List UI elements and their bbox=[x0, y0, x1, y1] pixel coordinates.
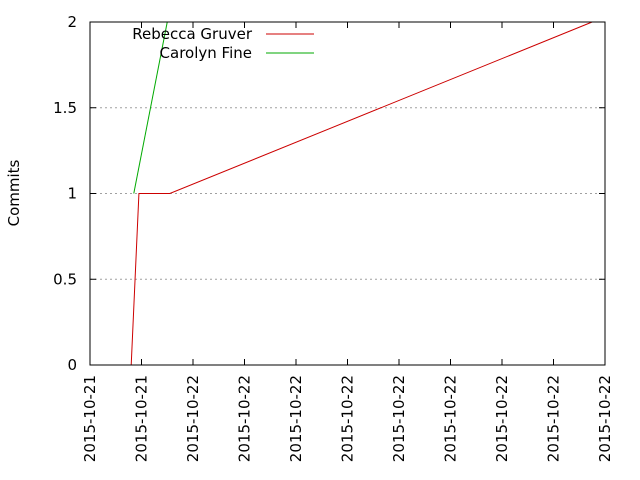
x-tick-label: 2015-10-22 bbox=[184, 375, 202, 462]
series-lines bbox=[130, 21, 593, 366]
y-tick-label: 2 bbox=[67, 13, 77, 31]
series-line bbox=[130, 21, 593, 366]
x-tick-label: 2015-10-22 bbox=[545, 375, 563, 462]
y-axis-ticks: 0 0.5 1 1.5 2 bbox=[53, 13, 605, 374]
legend-label: Rebecca Gruver bbox=[132, 25, 253, 43]
legend-label: Carolyn Fine bbox=[160, 44, 252, 62]
y-tick-label: 0.5 bbox=[53, 270, 77, 288]
x-tick-label: 2015-10-22 bbox=[339, 375, 357, 462]
x-tick-label: 2015-10-21 bbox=[133, 375, 151, 462]
x-tick-label: 2015-10-22 bbox=[390, 375, 408, 462]
x-tick-label: 2015-10-21 bbox=[81, 375, 99, 462]
series-line bbox=[133, 21, 168, 194]
x-tick-label: 2015-10-22 bbox=[236, 375, 254, 462]
x-tick-label: 2015-10-22 bbox=[442, 375, 460, 462]
x-axis-ticks: 2015-10-21 2015-10-21 2015-10-22 2015-10-22… bbox=[81, 22, 614, 462]
y-tick-label: 1 bbox=[67, 185, 77, 203]
y-tick-label: 1.5 bbox=[53, 99, 77, 117]
x-tick-label: 2015-10-22 bbox=[287, 375, 305, 462]
y-tick-label: 0 bbox=[67, 356, 77, 374]
y-axis-label: Commits bbox=[5, 159, 23, 226]
x-tick-label: 2015-10-22 bbox=[596, 375, 614, 462]
x-tick-label: 2015-10-22 bbox=[493, 375, 511, 462]
grid-lines bbox=[90, 107, 605, 280]
